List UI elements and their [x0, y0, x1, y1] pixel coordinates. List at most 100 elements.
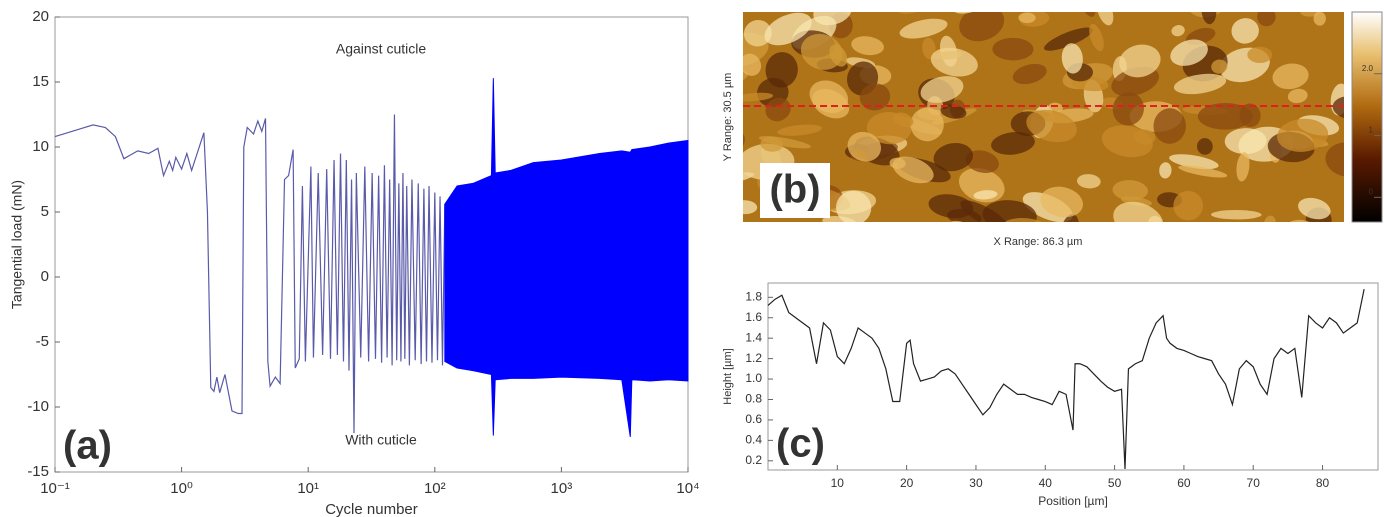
colorbar: [1351, 11, 1383, 223]
texture-blob: [1236, 152, 1250, 182]
band-area: [444, 78, 689, 437]
texture-blob: [1202, 285, 1246, 319]
texture-blob: [1195, 242, 1249, 285]
texture-blob: [954, 269, 988, 290]
texture-blob: [1112, 180, 1149, 201]
y-tick-label: 5: [41, 203, 49, 220]
texture-blob: [991, 132, 1035, 155]
texture-blob: [743, 70, 749, 82]
y-tick-label: 20: [32, 8, 49, 25]
texture-blob: [655, 90, 688, 125]
texture-blob: [1178, 165, 1228, 178]
y-range-label: Y Range: 30.5 µm: [722, 73, 734, 162]
texture-blob: [893, 112, 914, 128]
y-tick-label: 15: [32, 73, 49, 90]
afm-texture: [646, 0, 1375, 477]
texture-blob: [1141, 285, 1180, 325]
x-tick-label: 70: [1247, 476, 1261, 490]
texture-blob: [1340, 336, 1375, 376]
texture-blob: [1299, 405, 1341, 444]
texture-blob: [1316, 289, 1349, 317]
texture-blob: [1212, 283, 1264, 310]
texture-blob: [1012, 63, 1047, 85]
texture-blob: [764, 12, 812, 46]
x-tick-label: 10³: [551, 480, 573, 497]
texture-blob: [1272, 63, 1309, 90]
texture-blob: [863, 226, 919, 262]
colorbar-tick-label: 0: [1369, 187, 1374, 196]
colorbar-tick-label: 2.0: [1362, 64, 1374, 73]
texture-blob: [708, 0, 728, 27]
texture-blob: [1169, 409, 1210, 440]
texture-blob: [1113, 307, 1141, 346]
texture-blob: [1251, 245, 1295, 275]
texture-blob: [781, 240, 829, 275]
x-range-label: X Range: 86.3 µm: [994, 236, 1083, 248]
texture-blob: [1180, 350, 1206, 375]
texture-blob: [1332, 96, 1344, 120]
texture-blob: [1097, 279, 1119, 294]
texture-blob: [836, 190, 872, 222]
data-line: [767, 289, 1365, 470]
texture-blob: [1280, 219, 1322, 222]
plot-frame: [767, 282, 1379, 471]
x-axis-title: Position [µm]: [1038, 494, 1108, 508]
x-tick-label: 60: [1177, 476, 1191, 490]
texture-blob: [982, 200, 1037, 222]
texture-blob: [777, 124, 823, 136]
texture-blob: [1247, 46, 1273, 64]
texture-blob: [1046, 272, 1105, 318]
texture-blob: [1083, 240, 1126, 273]
texture-blob: [1308, 263, 1352, 301]
texture-blob: [1061, 43, 1083, 74]
texture-blob: [1211, 59, 1228, 74]
texture-blob: [1170, 39, 1208, 66]
texture-blob: [646, 13, 689, 50]
texture-blob: [1112, 92, 1144, 126]
texture-blob: [959, 12, 1005, 42]
texture-blob: [743, 20, 772, 47]
x-tick-label: 10⁰: [170, 480, 193, 497]
texture-blob: [1089, 240, 1138, 280]
texture-blob: [711, 40, 732, 74]
texture-blob: [910, 107, 944, 142]
texture-blob: [1162, 380, 1202, 420]
texture-blob: [1009, 0, 1043, 10]
y-tick-label: 1.6: [745, 310, 762, 324]
texture-blob: [1287, 88, 1308, 104]
x-tick-label: 20: [900, 476, 914, 490]
colorbar-tick-label: 1: [1369, 126, 1374, 135]
texture-blob: [1298, 197, 1331, 220]
texture-blob: [770, 227, 824, 271]
x-tick-label: 10⁴: [676, 480, 699, 497]
texture-blob: [765, 52, 798, 88]
y-tick-label: 0.4: [745, 433, 762, 447]
texture-blob: [1221, 249, 1238, 271]
texture-blob: [911, 0, 932, 10]
y-tick-label: 1.8: [745, 289, 762, 303]
texture-blob: [1241, 281, 1297, 322]
texture-blob: [1159, 162, 1172, 179]
texture-blob: [1313, 12, 1326, 26]
texture-blob: [992, 37, 1034, 61]
texture-blob: [852, 149, 868, 159]
texture-blob: [1113, 201, 1164, 222]
texture-blob: [1103, 0, 1147, 9]
texture-blob: [1077, 174, 1101, 189]
texture-blob: [1325, 142, 1344, 177]
texture-blob: [1026, 109, 1077, 143]
texture-blob: [743, 200, 758, 215]
texture-blob: [1287, 437, 1319, 477]
x-tick-label: 40: [1039, 476, 1053, 490]
texture-blob: [1012, 247, 1032, 267]
texture-blob: [1169, 154, 1219, 170]
texture-blob: [927, 219, 987, 263]
texture-blob: [1248, 341, 1288, 385]
x-tick-label: 10: [831, 476, 845, 490]
texture-blob: [1089, 23, 1104, 52]
data-line: [54, 114, 446, 434]
y-tick-label: 0: [41, 268, 49, 285]
x-tick-label: 80: [1316, 476, 1330, 490]
y-axis-title: Height [µm]: [722, 348, 734, 404]
